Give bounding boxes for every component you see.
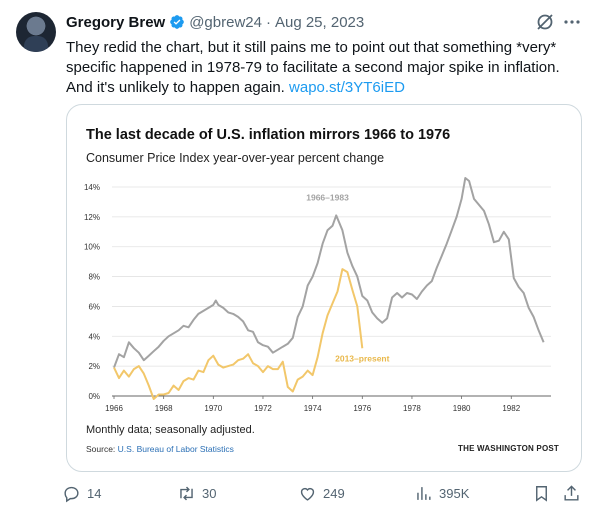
x-tick-label: 1970 xyxy=(204,404,222,413)
inflation-chart: 0% 2% 4% 6% 8% 10% 12% 14% 1966 1968 1970 1972 1974 1… xyxy=(84,177,551,413)
verified-badge-icon xyxy=(170,15,185,29)
y-tick-label: 12% xyxy=(84,213,100,222)
like-icon xyxy=(300,487,315,501)
x-tick-label: 1968 xyxy=(155,404,173,413)
views-count: 395K xyxy=(439,485,470,501)
like-count: 249 xyxy=(323,485,345,501)
author-handle[interactable]: @gbrew24 xyxy=(189,13,262,31)
views-icon xyxy=(417,486,431,500)
tweet-body: They redid the chart, but it still pains… xyxy=(66,39,560,96)
y-tick-label: 0% xyxy=(88,392,100,401)
source-name[interactable]: U.S. Bureau of Labor Statistics xyxy=(117,444,234,454)
separator-dot: · xyxy=(265,13,271,31)
repost-icon xyxy=(180,486,193,500)
reply-button[interactable]: 14 xyxy=(62,482,101,504)
repost-count: 30 xyxy=(202,485,217,501)
y-tick-label: 10% xyxy=(84,243,100,252)
grok-icon[interactable] xyxy=(535,12,555,32)
x-tick-label: 1974 xyxy=(304,404,322,413)
x-tick-label: 1980 xyxy=(453,404,471,413)
views-button[interactable]: 395K xyxy=(414,482,469,504)
y-tick-label: 8% xyxy=(88,273,100,282)
series-line-2013-present xyxy=(113,268,364,400)
annotation-2013-present: 2013–present xyxy=(335,354,390,364)
x-tick-label: 1978 xyxy=(403,404,421,413)
source-label: Source: xyxy=(86,444,116,454)
chart-note: Monthly data; seasonally adjusted. xyxy=(86,424,255,436)
author-avatar[interactable] xyxy=(16,12,56,52)
reply-count: 14 xyxy=(87,485,102,501)
x-tick-label: 1972 xyxy=(254,404,272,413)
share-icon xyxy=(564,484,579,501)
y-tick-label: 6% xyxy=(88,302,100,311)
share-button[interactable] xyxy=(562,482,587,504)
x-tick-label: 1976 xyxy=(353,404,371,413)
annotation-1966-1983: 1966–1983 xyxy=(306,192,349,202)
tweet-link[interactable]: wapo.st/3YT6iED xyxy=(289,79,405,96)
y-tick-label: 14% xyxy=(84,183,100,192)
x-tick-label: 1966 xyxy=(105,404,123,413)
tweet-text: They redid the chart, but it still pains… xyxy=(66,38,586,98)
series-line-1966-1983 xyxy=(113,177,545,368)
chart-subtitle: Consumer Price Index year-over-year perc… xyxy=(86,151,385,165)
publisher-credit: THE WASHINGTON POST xyxy=(458,444,559,453)
y-tick-label: 2% xyxy=(88,362,100,371)
tweet-header: Gregory Brew @gbrew24 · Aug 25, 2023 xyxy=(66,12,364,32)
more-icon[interactable] xyxy=(562,12,582,32)
bookmark-icon xyxy=(536,485,547,502)
bookmark-button[interactable] xyxy=(532,482,557,504)
chart-title: The last decade of U.S. inflation mirror… xyxy=(86,127,451,143)
tweet-date[interactable]: Aug 25, 2023 xyxy=(274,13,365,31)
x-tick-label: 1982 xyxy=(502,404,520,413)
like-button[interactable]: 249 xyxy=(298,482,345,504)
y-tick-label: 4% xyxy=(88,332,100,341)
tweet-actions: 14 30 249 395K xyxy=(62,482,582,504)
repost-button[interactable]: 30 xyxy=(177,482,216,504)
reply-icon xyxy=(64,486,79,502)
chart-card[interactable]: 0% 2% 4% 6% 8% 10% 12% 14% 1966 1968 1970 1972 1974 1… xyxy=(66,104,582,472)
author-name[interactable]: Gregory Brew xyxy=(66,13,166,31)
chart-source: Source: U.S. Bureau of Labor Statistics xyxy=(86,444,234,454)
